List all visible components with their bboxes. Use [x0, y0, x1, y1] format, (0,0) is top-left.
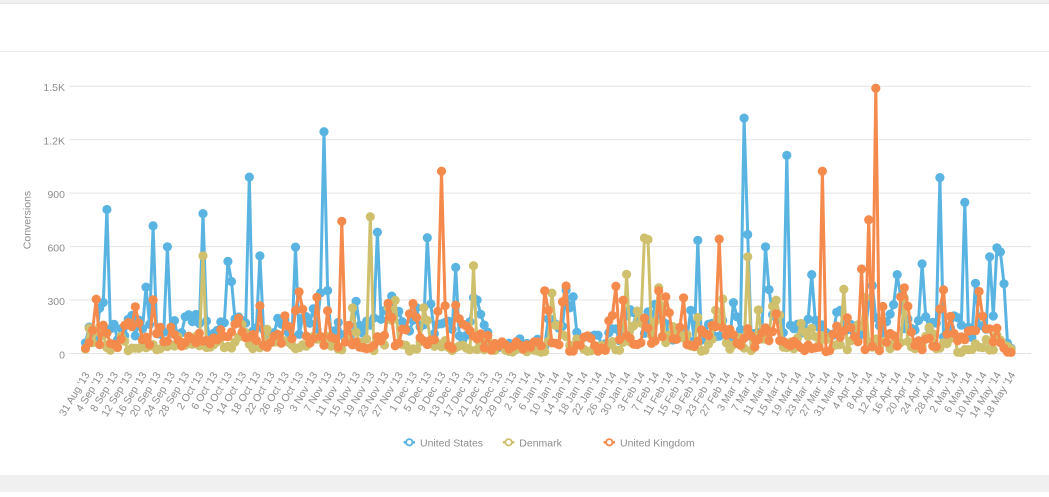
svg-text:600: 600	[47, 243, 65, 255]
svg-text:United Kingdom: United Kingdom	[620, 437, 695, 449]
svg-text:1.5K: 1.5K	[43, 82, 65, 94]
svg-text:900: 900	[47, 189, 65, 201]
svg-text:300: 300	[47, 296, 65, 308]
svg-text:0: 0	[59, 350, 65, 362]
svg-text:Denmark: Denmark	[519, 437, 562, 449]
svg-text:United States: United States	[420, 437, 483, 449]
svg-text:Conversions: Conversions	[22, 191, 34, 249]
svg-text:1.2K: 1.2K	[43, 136, 65, 148]
